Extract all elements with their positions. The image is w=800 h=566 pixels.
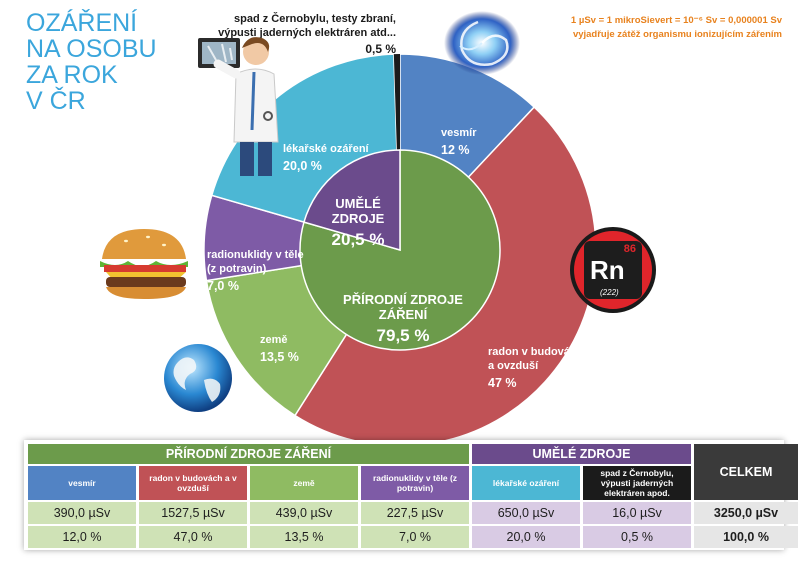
pie-label-radon-text: a ovzduší	[488, 360, 539, 372]
table-col-radon: radon v budovách a v ovzduší	[139, 466, 247, 500]
table-total-usv: 3250,0 µSv	[694, 502, 798, 524]
burger-icon	[100, 229, 188, 299]
table-cell-pct: 7,0 %	[361, 526, 469, 548]
unit-note: 1 µSv = 1 mikroSievert = 10⁻⁶ Sv = 0,000…	[552, 14, 782, 42]
table-cell-pct: 12,0 %	[28, 526, 136, 548]
center-value-umele: 20,5 %	[331, 230, 385, 249]
radon-symbol: Rn	[590, 255, 625, 285]
table-cell-usv: 227,5 µSv	[361, 502, 469, 524]
pie-value-zeme: 13,5 %	[260, 350, 299, 364]
table-cell-pct: 47,0 %	[139, 526, 247, 548]
title-line: OZÁŘENÍ	[26, 9, 138, 37]
center-label-umele-text: ZDROJE	[331, 211, 385, 226]
pie-center-umele	[303, 149, 401, 251]
table-cell-pct: 0,5 %	[583, 526, 691, 548]
pie-label-zeme: země 13,5 %	[260, 333, 299, 364]
pie-value-vesmir: 12 %	[441, 143, 470, 157]
table-total-pct: 100,0 %	[694, 526, 798, 548]
table-cell-usv: 16,0 µSv	[583, 502, 691, 524]
pie-label-zeme-text: země	[260, 334, 288, 346]
spiral-galaxy-icon	[444, 11, 520, 75]
center-value-prirodni: 79,5 %	[376, 326, 430, 345]
pie-label-radon: radon v budovách a ovzduší 47 %	[488, 345, 583, 390]
pie-value-lekarske: 20,0 %	[283, 159, 322, 173]
unit-note-line: vyjadřuje zátěž organismu ionizujícím zá…	[572, 29, 782, 40]
pie-value-radionuklidy: 7,0 %	[207, 279, 239, 293]
table-cell-usv: 1527,5 µSv	[139, 502, 247, 524]
center-label-prirodni: PŘÍRODNÍ ZDROJE ZÁŘENÍ 79,5 %	[318, 292, 488, 346]
pie-label-radionuklidy-text: radionuklidy v těle	[207, 249, 304, 261]
center-label-umele-text: UMĚLÉ	[335, 196, 381, 211]
title-line: ZA ROK	[26, 61, 118, 89]
radon-tile: 86 Rn (222)	[584, 241, 642, 299]
pie-label-lekarske: lékařské ozáření 20,0 %	[283, 142, 369, 173]
data-table: PŘÍRODNÍ ZDROJE ZÁŘENÍ UMĚLÉ ZDROJE CELK…	[24, 440, 798, 550]
doctor-xray-icon	[198, 37, 279, 176]
center-label-prirodni-text: PŘÍRODNÍ ZDROJE ZÁŘENÍ	[343, 292, 463, 322]
table-col-spad: spad z Černobylu, výpusti jaderných elek…	[583, 466, 691, 500]
radon-number: 86	[623, 243, 636, 255]
table-col-radionuklidy: radionuklidy v těle (z potravin)	[361, 466, 469, 500]
table-col-lekarske: lékařské ozáření	[472, 466, 580, 500]
table-cell-pct: 20,0 %	[472, 526, 580, 548]
table-total-header: CELKEM	[694, 444, 798, 500]
table-col-vesmir: vesmír	[28, 466, 136, 500]
pie-label-spad-line: spad z Černobylu, testy zbraní,	[234, 13, 396, 25]
pie-label-radionuklidy-text: (z potravin)	[207, 263, 267, 275]
pie-label-vesmir: vesmír 12 %	[441, 126, 476, 157]
pie-label-lekarske-text: lékařské ozáření	[283, 143, 369, 155]
pie-label-vesmir-text: vesmír	[441, 127, 477, 139]
earth-globe-icon	[164, 344, 232, 412]
pie-label-radionuklidy: radionuklidy v těle (z potravin) 7,0 %	[207, 248, 304, 293]
pie-label-spad: spad z Černobylu, testy zbraní, výpusti …	[218, 12, 396, 56]
title-line: NA OSOBU	[26, 35, 157, 63]
table-col-zeme: země	[250, 466, 358, 500]
pie-chart	[203, 53, 597, 440]
center-label-umele: UMĚLÉ ZDROJE 20,5 %	[316, 196, 400, 250]
unit-note-line: 1 µSv = 1 mikroSievert = 10⁻⁶ Sv = 0,000…	[570, 15, 782, 26]
pie-label-radon-text: radon v budovách	[488, 346, 583, 358]
page-title: OZÁŘENÍ NA OSOBU ZA ROK V ČR	[26, 10, 186, 114]
table-cell-usv: 439,0 µSv	[250, 502, 358, 524]
pie-label-spad-line: výpusti jaderných elektráren atd...	[218, 27, 396, 39]
title-line: V ČR	[26, 87, 86, 115]
table-group-artificial: UMĚLÉ ZDROJE	[472, 444, 691, 464]
table-cell-usv: 650,0 µSv	[472, 502, 580, 524]
pie-value-spad: 0,5 %	[365, 42, 396, 56]
radon-element-icon: 86 Rn (222)	[570, 227, 656, 313]
table-cell-usv: 390,0 µSv	[28, 502, 136, 524]
table-group-natural: PŘÍRODNÍ ZDROJE ZÁŘENÍ	[28, 444, 469, 464]
pie-value-radon: 47 %	[488, 376, 517, 390]
radon-mass: (222)	[600, 288, 619, 297]
table-cell-pct: 13,5 %	[250, 526, 358, 548]
